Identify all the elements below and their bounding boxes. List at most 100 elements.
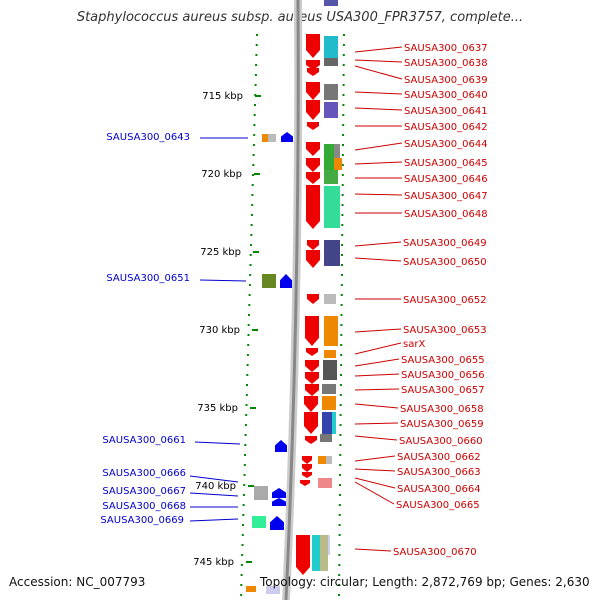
- feature-block: [324, 58, 338, 66]
- scale-tick: [250, 407, 256, 409]
- feature-block: [322, 384, 336, 394]
- reverse-gene-arrow: [306, 82, 320, 100]
- feature-block: [324, 316, 338, 346]
- feature-block: [252, 516, 266, 528]
- reverse-gene-arrow: [305, 316, 319, 346]
- right-gene-label: SAUSA300_0646: [404, 174, 488, 185]
- right-gene-label: SAUSA300_0637: [404, 43, 488, 54]
- feature-block: [312, 535, 320, 571]
- feature-block: [246, 586, 256, 592]
- label-leader-line: [194, 441, 241, 445]
- feature-block: [334, 144, 340, 158]
- feature-block: [324, 170, 338, 184]
- left-gene-labels: SAUSA300_0643 SAUSA300_0651 SAUSA300_0661 S…: [100, 132, 248, 526]
- feature-block: [324, 240, 340, 266]
- label-leader-line: [354, 59, 403, 63]
- reverse-gene-arrow: [306, 348, 318, 356]
- right-gene-label: SAUSA300_0655: [401, 355, 485, 366]
- feature-block: [324, 294, 336, 304]
- left-gene-label: SAUSA300_0668: [102, 501, 186, 512]
- feature-block: [320, 434, 332, 442]
- reverse-gene-arrow: [302, 456, 312, 464]
- reverse-gene-arrow: [296, 535, 310, 575]
- forward-gene-arrow: [272, 498, 286, 506]
- right-gene-label: SAUSA300_0642: [404, 122, 488, 133]
- right-gene-label: SAUSA300_0652: [403, 295, 487, 306]
- label-leader-line: [354, 142, 403, 151]
- reverse-gene-arrow: [305, 360, 319, 372]
- feature-block: [324, 0, 338, 6]
- reverse-gene-arrow: [306, 60, 320, 70]
- right-gene-label: SAUSA300_0653: [403, 325, 487, 336]
- forward-gene-arrow: [280, 274, 292, 288]
- right-gene-label: SAUSA300_0645: [404, 158, 488, 169]
- scale-tick: [252, 329, 258, 331]
- right-dotted-guide: [338, 34, 345, 596]
- left-gene-label: SAUSA300_0643: [106, 132, 190, 143]
- reverse-gene-arrow: [305, 384, 319, 396]
- scale-tick: [246, 561, 252, 563]
- reverse-gene-arrow: [302, 464, 312, 472]
- right-gene-label: SAUSA300_0657: [401, 385, 485, 396]
- label-leader-line: [354, 65, 403, 80]
- right-gene-labels: SAUSA300_0637 SAUSA300_0638 SAUSA300_0639 S…: [354, 43, 488, 558]
- reverse-gene-arrow: [306, 142, 320, 156]
- label-leader-line: [354, 403, 399, 409]
- right-gene-label: SAUSA300_0647: [404, 191, 488, 202]
- topology-text: Topology: circular; Length: 2,872,769 bp…: [260, 575, 590, 589]
- feature-block: [326, 456, 332, 464]
- reverse-gene-arrow: [305, 372, 319, 384]
- feature-block: [324, 158, 334, 170]
- reverse-gene-arrow: [306, 185, 320, 229]
- gene-features: [246, 0, 342, 594]
- right-gene-label: SAUSA300_0665: [396, 500, 480, 511]
- scale-tick-label: 725 kbp: [200, 247, 241, 258]
- dotted-guides: [240, 34, 345, 596]
- left-gene-label: SAUSA300_0651: [106, 273, 190, 284]
- feature-block: [262, 274, 276, 288]
- right-gene-label: sarX: [403, 339, 425, 350]
- right-gene-label: SAUSA300_0640: [404, 90, 488, 101]
- right-gene-label: SAUSA300_0648: [404, 209, 488, 220]
- scale-ticks: 715 kbp 720 kbp 725 kbp 730 kbp 735 kbp 740 k…: [193, 91, 261, 568]
- reverse-gene-arrow: [304, 396, 318, 412]
- reverse-gene-arrow: [300, 480, 310, 486]
- label-leader-line: [354, 257, 402, 262]
- left-gene-label: SAUSA300_0661: [102, 435, 186, 446]
- feature-block: [318, 456, 326, 464]
- right-gene-label: SAUSA300_0649: [403, 238, 487, 249]
- feature-block: [323, 360, 337, 380]
- reverse-gene-arrow: [304, 412, 318, 434]
- right-gene-label: SAUSA300_0639: [404, 75, 488, 86]
- feature-block: [320, 535, 328, 571]
- label-leader-line: [189, 475, 239, 483]
- right-gene-label: SAUSA300_0644: [404, 139, 488, 150]
- label-leader-line: [199, 279, 247, 282]
- backbone-line: [284, 0, 300, 600]
- feature-block: [324, 350, 336, 358]
- right-gene-label: SAUSA300_0660: [399, 436, 483, 447]
- label-leader-line: [354, 161, 403, 165]
- forward-gene-arrow: [275, 440, 287, 452]
- reverse-gene-arrow: [306, 34, 320, 58]
- right-gene-label: SAUSA300_0659: [400, 419, 484, 430]
- reverse-gene-arrow: [302, 472, 312, 478]
- scale-tick: [253, 251, 259, 253]
- feature-block: [324, 36, 338, 58]
- scale-tick: [255, 95, 261, 97]
- forward-gene-arrow: [272, 488, 286, 498]
- label-leader-line: [354, 468, 396, 472]
- feature-block: [324, 144, 334, 158]
- right-gene-label: SAUSA300_0638: [404, 58, 488, 69]
- forward-gene-arrow: [270, 516, 284, 530]
- left-gene-label: SAUSA300_0669: [100, 515, 184, 526]
- label-leader-line: [354, 328, 402, 333]
- right-gene-label: SAUSA300_0650: [403, 257, 487, 268]
- right-gene-label: SAUSA300_0663: [397, 467, 481, 478]
- scale-tick: [248, 485, 254, 487]
- scale-tick-label: 740 kbp: [195, 481, 236, 492]
- right-gene-label: SAUSA300_0664: [397, 484, 481, 495]
- reverse-gene-arrow: [306, 158, 320, 172]
